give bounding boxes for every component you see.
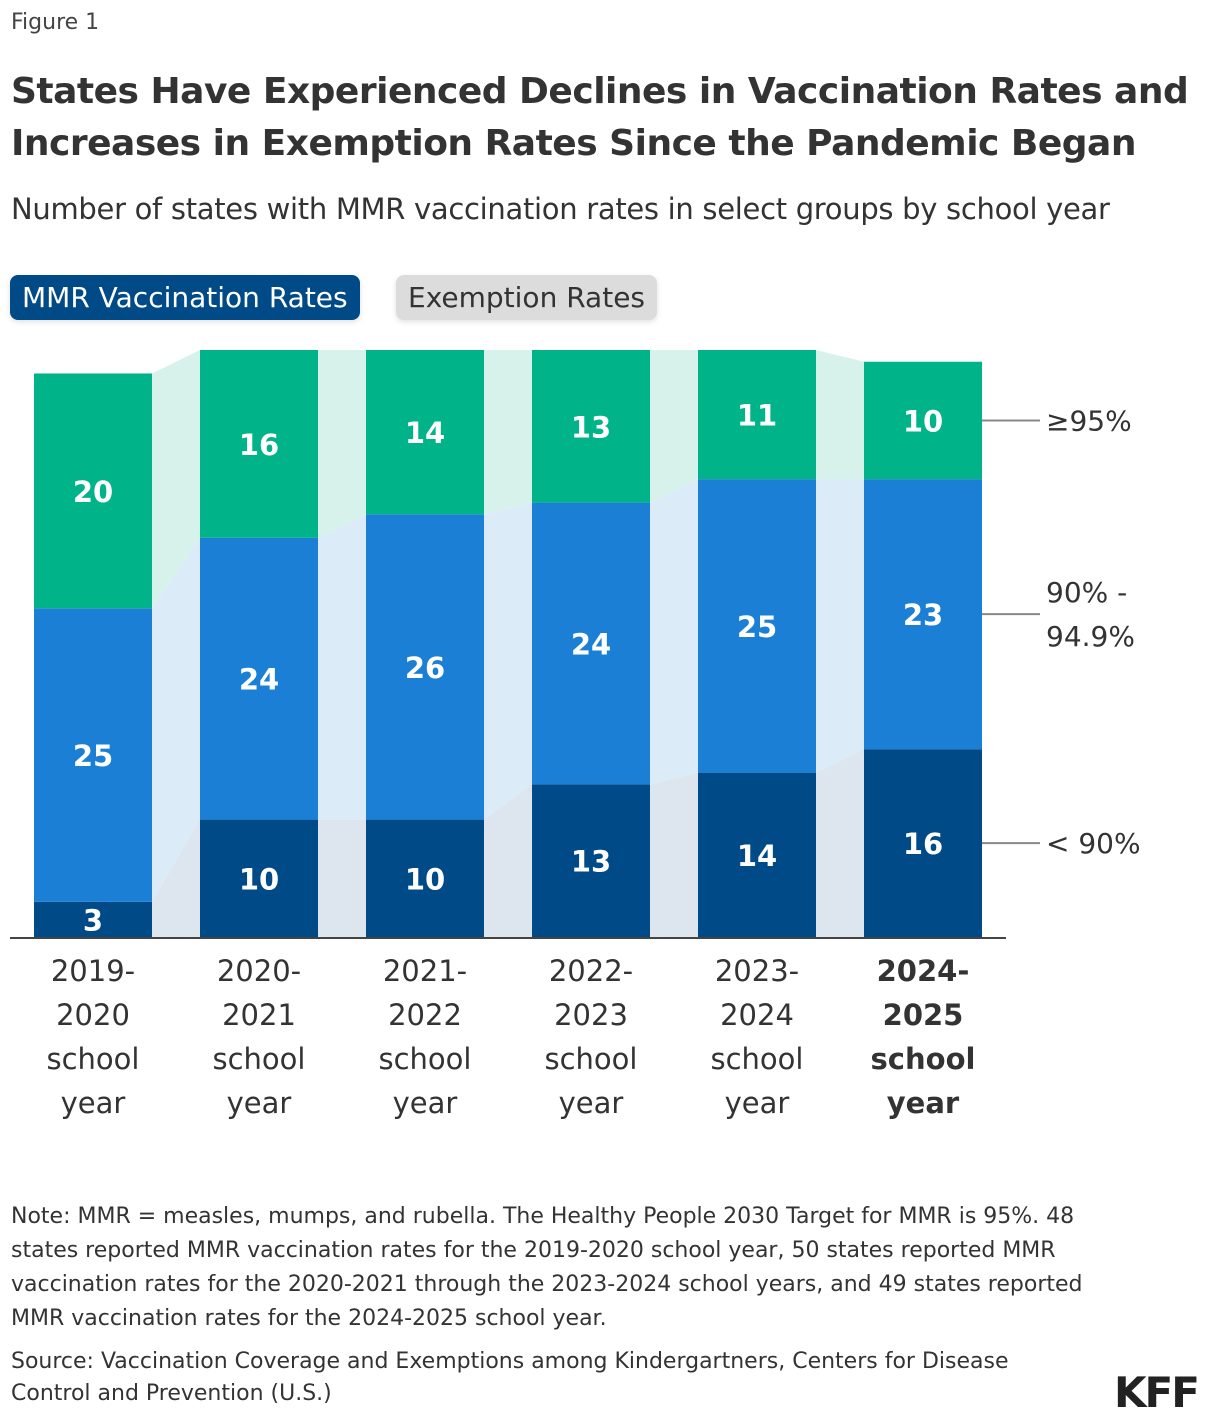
- bar-segment: [698, 772, 816, 937]
- connector-band: [650, 479, 698, 785]
- connector-band: [318, 819, 366, 937]
- connector-band: [152, 819, 200, 937]
- x-tick-label: 2022: [388, 998, 462, 1032]
- x-tick-label: 2023: [554, 998, 628, 1032]
- x-tick-label: 2020: [56, 998, 130, 1032]
- x-tick-label: school: [545, 1042, 638, 1076]
- bar-segment: [366, 350, 484, 515]
- chart-source: Source: Vaccination Coverage and Exempti…: [11, 1349, 1009, 1406]
- connector-band: [318, 514, 366, 820]
- series-label: < 90%: [1046, 827, 1141, 860]
- data-label: 24: [239, 663, 279, 697]
- bar-segment: [864, 479, 982, 750]
- connector-band: [816, 350, 864, 480]
- data-label: 20: [73, 475, 113, 509]
- chart-note: Note: MMR = measles, mumps, and rubella.…: [11, 1204, 1083, 1331]
- x-tick-label: year: [61, 1086, 126, 1120]
- bar-segment: [200, 537, 318, 820]
- x-tick-label: school: [379, 1042, 472, 1076]
- bar-segment: [698, 479, 816, 773]
- tab-exemption-rates[interactable]: Exemption Rates: [396, 275, 658, 320]
- x-tick-label: 2021: [222, 998, 296, 1032]
- bar-segment: [864, 361, 982, 480]
- connector-band: [152, 350, 200, 609]
- x-tick-label: year: [393, 1086, 458, 1120]
- data-label: 24: [571, 628, 611, 662]
- x-tick-label: school: [213, 1042, 306, 1076]
- connector-band: [650, 772, 698, 937]
- bar-segment: [34, 901, 152, 937]
- x-tick-label: 2023-: [715, 954, 799, 988]
- x-tick-label: 2021-: [383, 954, 467, 988]
- x-tick-label: year: [227, 1086, 292, 1120]
- bar-segment: [34, 608, 152, 902]
- series-label: 90% -: [1046, 576, 1127, 609]
- connector-band: [318, 350, 366, 538]
- stacked-bar-chart: 3 10 10 13 14 16 25 24 26 24 25 23 20 16 14 13 11 10 2019-…: [10, 350, 1141, 1120]
- x-tick-label: 2022-: [549, 954, 633, 988]
- chart-title: States Have Experienced Declines in Vacc…: [11, 71, 1189, 164]
- x-tick-label: school: [711, 1042, 804, 1076]
- data-label: 11: [737, 399, 777, 433]
- data-label: 13: [571, 845, 611, 879]
- connector-band: [152, 537, 200, 902]
- connector-band: [816, 749, 864, 937]
- bar-segment: [34, 373, 152, 609]
- data-label: 23: [903, 598, 943, 632]
- connector-band: [816, 479, 864, 773]
- x-tick-label: school: [47, 1042, 140, 1076]
- bar-segment: [200, 350, 318, 538]
- data-label: 25: [737, 610, 777, 644]
- bar-segment: [532, 350, 650, 503]
- bar-segment: [366, 514, 484, 820]
- kff-logo: KFF: [1114, 1368, 1200, 1417]
- figure-label: Figure 1: [11, 10, 100, 35]
- x-tick-label: school: [871, 1042, 976, 1076]
- bar-segment: [366, 819, 484, 937]
- x-tick-label: year: [559, 1086, 624, 1120]
- connector-band: [484, 502, 532, 820]
- connector-band: [484, 784, 532, 937]
- x-tick-label: 2020-: [217, 954, 301, 988]
- data-label: 10: [405, 862, 445, 896]
- bar-segment: [864, 749, 982, 937]
- bar-segment: [698, 350, 816, 480]
- x-tick-label: 2024-: [877, 954, 970, 988]
- data-label: 26: [405, 651, 445, 685]
- bar-segment: [200, 819, 318, 937]
- x-tick-label: year: [887, 1086, 960, 1120]
- data-label: 14: [405, 416, 445, 450]
- x-tick-label: 2025: [883, 998, 964, 1032]
- chart-subtitle: Number of states with MMR vaccination ra…: [11, 192, 1110, 226]
- connector-band: [484, 350, 532, 515]
- x-tick-label: 2024: [720, 998, 794, 1032]
- x-tick-label: year: [725, 1086, 790, 1120]
- data-label: 13: [571, 410, 611, 444]
- data-label: 16: [239, 428, 279, 462]
- series-label: ≥95%: [1046, 404, 1132, 437]
- data-label: 10: [903, 404, 943, 438]
- data-label: 25: [73, 739, 113, 773]
- data-label: 10: [239, 862, 279, 896]
- connector-band: [650, 350, 698, 503]
- bar-segment: [532, 784, 650, 937]
- data-label: 3: [83, 903, 103, 937]
- data-label: 14: [737, 839, 777, 873]
- x-tick-label: 2019-: [51, 954, 135, 988]
- data-label: 16: [903, 827, 943, 861]
- bar-segment: [532, 502, 650, 785]
- tab-mmr-vaccination-rates[interactable]: MMR Vaccination Rates: [10, 275, 360, 320]
- series-label: 94.9%: [1046, 620, 1135, 653]
